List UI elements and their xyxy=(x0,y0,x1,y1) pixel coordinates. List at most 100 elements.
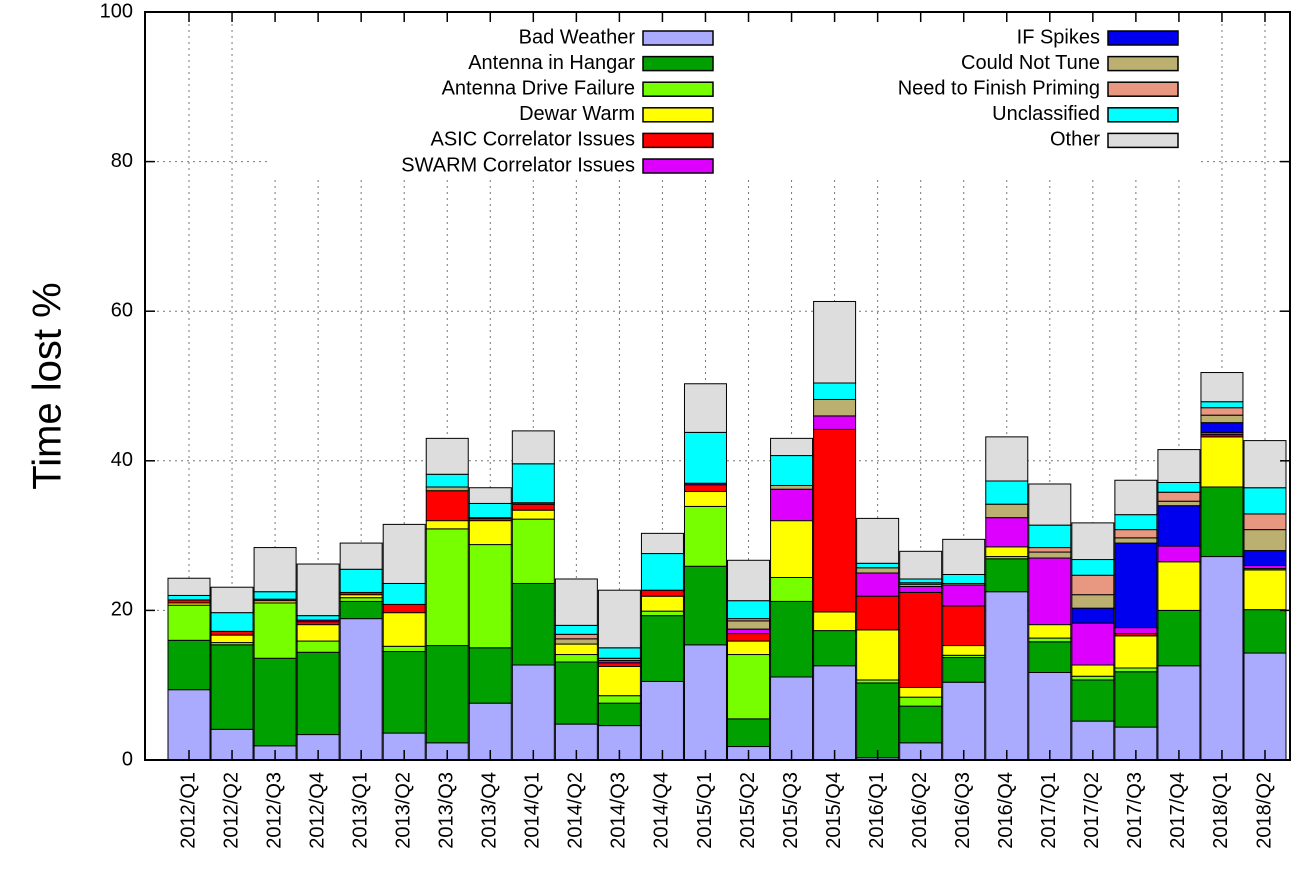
bar-segment xyxy=(597,695,641,704)
bar-segment xyxy=(770,488,814,522)
bar-segment xyxy=(425,437,469,475)
legend-swatch xyxy=(642,132,714,149)
x-tick-label: 2017/Q3 xyxy=(1124,772,1146,849)
bar-segment xyxy=(1071,622,1115,666)
bar-segment xyxy=(856,595,900,631)
legend-label: Antenna Drive Failure xyxy=(442,77,635,99)
bar-segment xyxy=(339,600,383,620)
x-tick-label: 2016/Q3 xyxy=(952,772,974,849)
bar-segment xyxy=(382,582,426,605)
bar-segment xyxy=(856,562,900,569)
bar-segment xyxy=(770,437,814,457)
bar-segment xyxy=(296,624,340,642)
bar-segment xyxy=(468,544,512,649)
legend-label: SWARM Correlator Issues xyxy=(401,154,635,176)
legend-label: Need to Finish Priming xyxy=(898,77,1100,99)
bar-segment xyxy=(1071,594,1115,609)
bar-segment xyxy=(1071,607,1115,624)
bar-segment xyxy=(382,612,426,647)
bar-segment xyxy=(985,480,1029,505)
x-tick-label: 2017/Q2 xyxy=(1081,772,1103,849)
bar-segment xyxy=(597,702,641,727)
bar-segment xyxy=(813,398,857,417)
bar-segment xyxy=(1200,556,1244,761)
x-tick-label: 2015/Q4 xyxy=(823,772,845,849)
bar-segment xyxy=(339,542,383,570)
bar-segment xyxy=(1114,627,1158,635)
bar-segment xyxy=(1157,505,1201,547)
bar-segment xyxy=(770,484,814,490)
bar-segment xyxy=(899,705,943,744)
x-tick-label: 2015/Q1 xyxy=(694,772,716,849)
bar-segment xyxy=(382,523,426,584)
bar-segment xyxy=(985,436,1029,482)
x-tick-label: 2012/Q2 xyxy=(220,772,242,849)
bar-segment xyxy=(554,578,598,626)
bar-segment xyxy=(985,517,1029,548)
bar-segment xyxy=(683,505,727,567)
x-tick-label: 2017/Q4 xyxy=(1167,772,1189,849)
bar-segment xyxy=(253,657,297,747)
legend-label: IF Spikes xyxy=(1017,26,1100,48)
bar-segment xyxy=(1114,542,1158,629)
bar-segment xyxy=(296,615,340,621)
bar-segment xyxy=(640,532,684,555)
bar-segment xyxy=(167,639,211,691)
bar-segment xyxy=(1028,641,1072,673)
bar-segment xyxy=(339,618,383,761)
bar-segment xyxy=(253,547,297,593)
bar-segment xyxy=(899,550,943,580)
bar-segment xyxy=(425,486,469,492)
bar-segment xyxy=(468,502,512,519)
bar-segment xyxy=(1114,514,1158,531)
bar-segment xyxy=(899,686,943,698)
bar-segment xyxy=(640,615,684,682)
bar-segment xyxy=(1243,609,1287,654)
bar-segment xyxy=(770,576,814,602)
bar-segment xyxy=(511,518,555,584)
x-tick-label: 2017/Q1 xyxy=(1038,772,1060,849)
bar-segment xyxy=(727,640,771,656)
bar-segment xyxy=(683,490,727,507)
legend-swatch xyxy=(642,55,714,72)
bar-segment xyxy=(167,577,211,596)
legend-label: Dewar Warm xyxy=(519,103,635,125)
bar-segment xyxy=(770,520,814,578)
bar-segment xyxy=(1114,635,1158,669)
bar-segment xyxy=(1028,551,1072,559)
bar-segment xyxy=(1200,407,1244,416)
legend-label: Bad Weather xyxy=(519,26,636,48)
bar-segment xyxy=(942,584,986,607)
bar-segment xyxy=(425,520,469,530)
y-axis-title: Time lost % xyxy=(26,282,70,489)
x-tick-label: 2014/Q4 xyxy=(651,772,673,849)
bar-segment xyxy=(1028,524,1072,549)
bar-segment xyxy=(1243,529,1287,552)
legend-swatch xyxy=(642,30,714,46)
bar-segment xyxy=(1028,637,1072,643)
x-tick-label: 2015/Q2 xyxy=(737,772,759,849)
bar-segment xyxy=(511,664,555,761)
bar-segment xyxy=(813,611,857,632)
legend-swatch xyxy=(1107,107,1179,123)
bar-segment xyxy=(167,594,211,601)
bar-segment xyxy=(554,624,598,635)
x-tick-label: 2013/Q1 xyxy=(349,772,371,849)
bar-segment xyxy=(210,630,254,636)
x-tick-label: 2015/Q3 xyxy=(780,772,802,849)
bar-segment xyxy=(597,589,641,649)
bar-segment xyxy=(1243,440,1287,489)
bar-segment xyxy=(1028,624,1072,639)
bar-segment xyxy=(296,640,340,653)
legend-label: Antenna in Hangar xyxy=(468,52,635,74)
bar-segment xyxy=(1071,675,1115,681)
x-tick-label: 2012/Q1 xyxy=(177,772,199,849)
bar-segment xyxy=(382,651,426,734)
x-tick-label: 2012/Q3 xyxy=(263,772,285,849)
bar-segment xyxy=(1200,422,1244,433)
bar-segment xyxy=(856,682,900,759)
bar-segment xyxy=(942,573,986,584)
bar-segment xyxy=(425,528,469,647)
bar-segment xyxy=(167,604,211,641)
bar-segment xyxy=(253,591,297,600)
